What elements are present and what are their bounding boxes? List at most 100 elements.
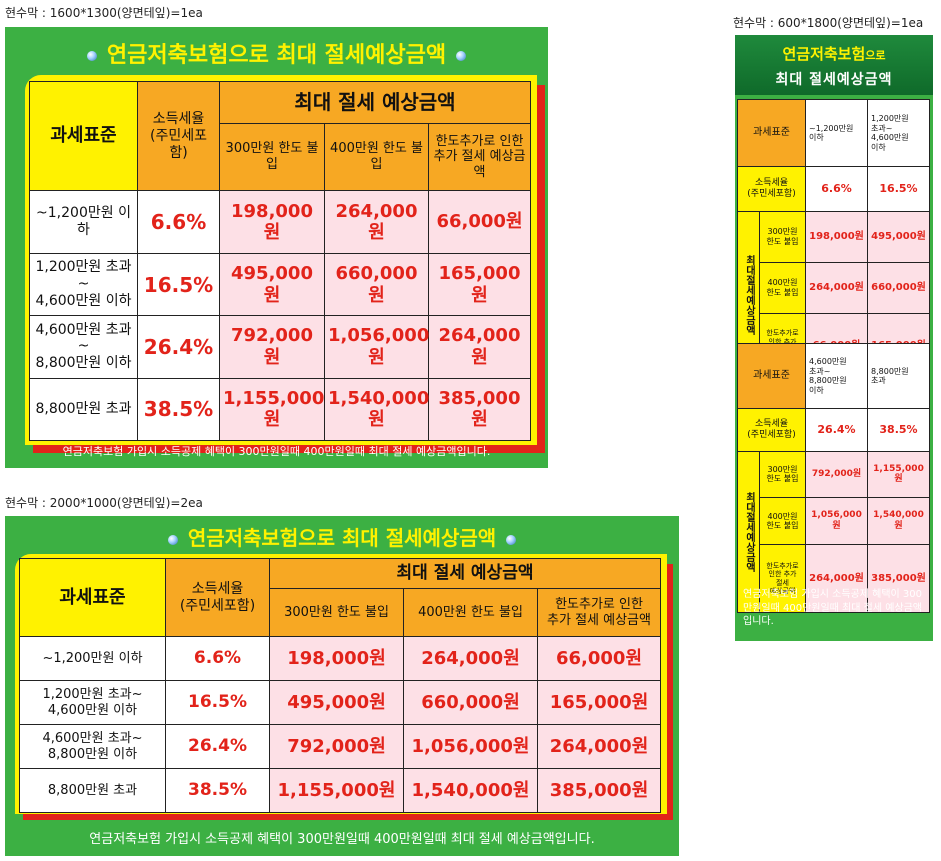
header-bracket: 과세표준 [737,342,806,410]
banner1-footer: 연금저축보험 가입시 소득공제 혜택이 300만원일때 400만원일때 최대 절… [62,445,491,458]
header-group: 최대 절세 예상금액 [269,558,661,589]
banner1-table: 과세표준 소득세율 (주민세포함) 최대 절세 예상금액 300만원 한도 불입… [29,80,531,442]
banner1-title-row: 연금저축보험으로 최대 절세예상금액 [5,37,548,69]
banner1: 연금저축보험으로 최대 절세예상금액 과세표준 소득세율 (주민세포함) 최대 … [5,27,548,468]
header-group: 최대 절세 예상금액 [219,81,531,124]
row-bracket: 4,600만원 초과~ 8,800만원 이하 [19,724,166,769]
rate-b: 38.5% [867,408,930,452]
header-col2: 400만원 한도 불입 [403,588,538,637]
r3-a: 264,000원 [805,544,868,613]
banner3: 연금저축보험으로 최대 절세예상금액 과세표준 ~1,200만원 이하 1,20… [735,35,933,641]
row-rate: 38.5% [165,768,270,813]
header-col-a: ~1,200만원 이하 [805,98,868,168]
row-rate: 26.4% [165,724,270,769]
row-bracket: 1,200만원 초과~ 4,600만원 이하 [19,680,166,725]
header-col3: 한도추가로 인한 추가 절세 예상금액 [537,588,661,637]
r3-label: 한도추가로 인한 추가 절세 예상금액 [759,544,806,613]
row-v3: 264,000원 [428,315,531,379]
rate-label: 소득세율 (주민세포함) [737,166,806,212]
banner3-title-line2: 최대 절세예상금액 [775,72,893,88]
row-bracket: 1,200만원 초과~ 4,600만원 이하 [29,252,138,317]
banner2-footer: 연금저축보험 가입시 소득공제 혜택이 300만원일때 400만원일때 최대 절… [89,832,595,847]
row-v1: 1,155,000원 [219,377,325,442]
header-bracket: 과세표준 [19,558,166,637]
row-v2: 660,000원 [403,680,538,725]
row-v1: 495,000원 [269,680,404,725]
row-rate: 26.4% [137,315,220,379]
r2-label: 400만원 한도 불입 [759,497,806,546]
row-v2: 660,000원 [324,252,429,317]
banner1-caption: 현수막 : 1600*1300(양면테잎)=1ea [5,6,203,20]
banner2-title-row: 연금저축보험으로 최대 절세예상금액 [5,522,679,551]
r1-label: 300만원 한도 불입 [759,210,806,263]
header-col2: 400만원 한도 불입 [324,122,429,192]
banner2-title: 연금저축보험으로 최대 절세예상금액 [187,526,497,550]
header-rate: 소득세율 (주민세포함) [165,558,270,637]
row-v1: 495,000원 [219,252,325,317]
header-col-b: 1,200만원 초과~ 4,600만원 이하 [867,98,930,168]
row-bracket: ~1,200만원 이하 [29,190,138,254]
bullet-dot-icon [506,534,517,545]
row-bracket: 8,800만원 초과 [29,377,138,442]
r2-a: 264,000원 [805,261,868,314]
rate-a: 6.6% [805,166,868,212]
row-v3: 66,000원 [428,190,531,254]
header-col3: 한도추가로 인한 추가 절세 예상금액 [428,122,531,192]
bullet-dot-icon [456,51,467,61]
r1-b: 495,000원 [867,210,930,263]
r2-a: 1,056,000원 [805,497,868,546]
banner1-table-panel: 과세표준 소득세율 (주민세포함) 최대 절세 예상금액 300만원 한도 불입… [25,75,537,445]
header-col1: 300만원 한도 불입 [219,122,325,192]
row-rate: 6.6% [137,190,220,254]
bullet-dot-icon [167,534,178,545]
banner3-caption: 현수막 : 600*1800(양면테잎)=1ea [733,16,924,30]
r2-label: 400만원 한도 불입 [759,261,806,314]
banner3-table1: 과세표준 ~1,200만원 이하 1,200만원 초과~ 4,600만원 이하 … [737,98,930,380]
row-v2: 264,000원 [403,636,538,681]
row-rate: 6.6% [165,636,270,681]
header-col-a: 4,600만원 초과~ 8,800만원 이하 [805,342,868,410]
row-bracket: 8,800만원 초과 [19,768,166,813]
row-v3: 66,000원 [537,636,661,681]
row-v2: 264,000원 [324,190,429,254]
r1-b: 1,155,000원 [867,450,930,499]
rate-a: 26.4% [805,408,868,452]
side-label: 최대절세예상금액 [737,210,760,380]
row-v2: 1,540,000원 [403,768,538,813]
banner3-table2: 과세표준 4,600만원 초과~ 8,800만원 이하 8,800만원 초과 소… [737,342,930,614]
row-v3: 385,000원 [537,768,661,813]
r2-b: 660,000원 [867,261,930,314]
banner3-footer: 연금저축보험 가입시 소득공제 혜택이 300만원일때 400만원일때 최대 절… [743,589,923,627]
row-rate: 16.5% [137,252,220,317]
row-v3: 165,000원 [537,680,661,725]
bullet-dot-icon [86,51,97,61]
row-rate: 16.5% [165,680,270,725]
row-v2: 1,056,000원 [403,724,538,769]
banner3-block1: 과세표준 ~1,200만원 이하 1,200만원 초과~ 4,600만원 이하 … [737,98,930,380]
header-col-b: 8,800만원 초과 [867,342,930,410]
rate-b: 16.5% [867,166,930,212]
banner3-header: 연금저축보험으로 최대 절세예상금액 [735,35,933,95]
r1-label: 300만원 한도 불입 [759,450,806,499]
row-v2: 1,056,000원 [324,315,429,379]
row-v3: 385,000원 [428,377,531,442]
r2-b: 1,540,000원 [867,497,930,546]
row-bracket: 4,600만원 초과~ 8,800만원 이하 [29,315,138,379]
row-v1: 792,000원 [269,724,404,769]
banner2-table-panel: 과세표준 소득세율 (주민세포함) 최대 절세 예상금액 300만원 한도 불입… [15,554,667,814]
row-v1: 198,000원 [269,636,404,681]
banner2: 연금저축보험으로 최대 절세예상금액 과세표준 소득세율 (주민세포함) 최대 … [5,516,679,856]
row-bracket: ~1,200만원 이하 [19,636,166,681]
row-rate: 38.5% [137,377,220,442]
banner2-table: 과세표준 소득세율 (주민세포함) 최대 절세 예상금액 300만원 한도 불입… [19,558,661,813]
banner2-caption: 현수막 : 2000*1000(양면테잎)=2ea [5,496,203,510]
header-col1: 300만원 한도 불입 [269,588,404,637]
banner3-title-line1: 연금저축보험으로 [735,43,933,64]
row-v2: 1,540,000원 [324,377,429,442]
header-rate: 소득세율 (주민세포함) [137,80,220,192]
row-v1: 1,155,000원 [269,768,404,813]
banner1-title: 연금저축보험으로 최대 절세예상금액 [106,43,447,68]
header-bracket: 과세표준 [737,98,806,168]
row-v3: 165,000원 [428,252,531,317]
r1-a: 792,000원 [805,450,868,499]
